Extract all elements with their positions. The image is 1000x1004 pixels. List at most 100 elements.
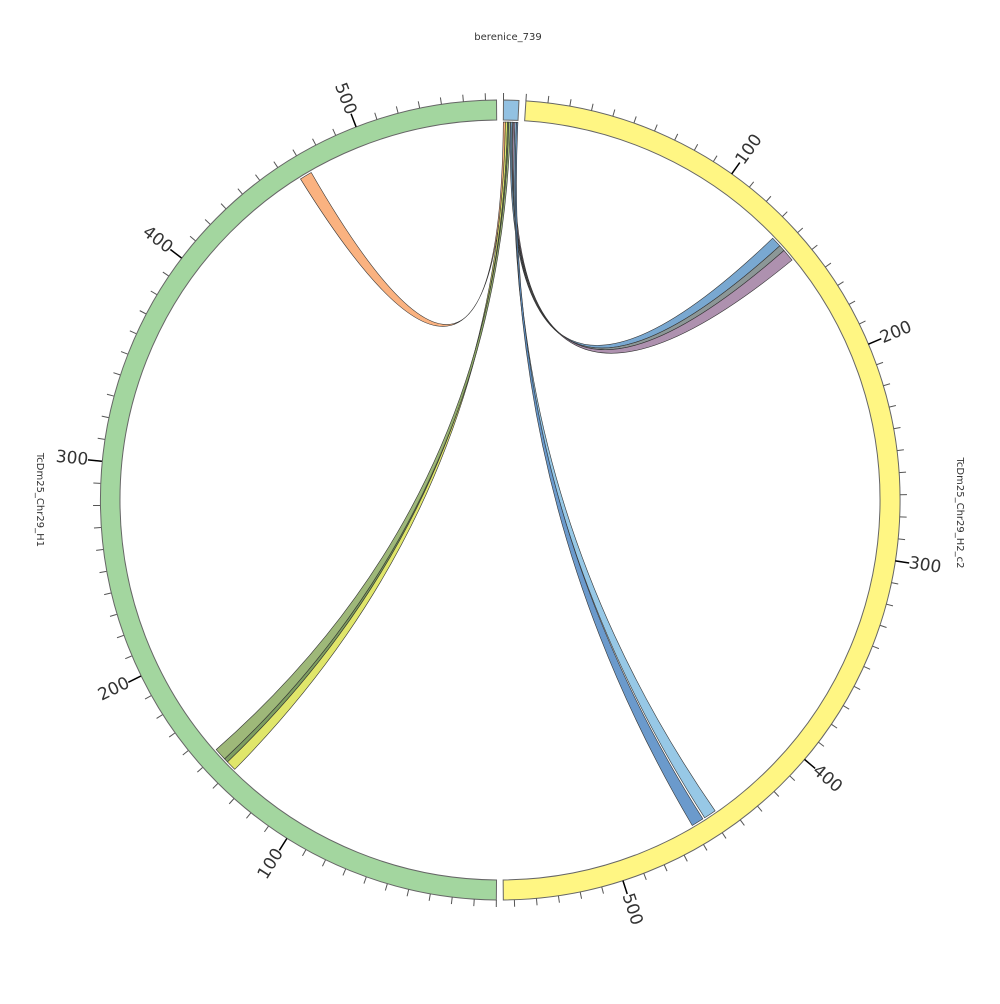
minor-tick <box>418 101 419 108</box>
minor-tick <box>130 331 136 334</box>
chord <box>227 122 507 769</box>
minor-tick <box>429 894 430 901</box>
minor-tick <box>190 236 195 241</box>
minor-tick <box>107 394 114 396</box>
major-tick <box>732 163 740 174</box>
minor-tick <box>854 686 860 689</box>
minor-tick <box>151 291 157 295</box>
minor-tick <box>548 96 549 103</box>
minor-tick <box>864 666 870 669</box>
minor-tick <box>831 724 837 728</box>
chord <box>515 122 703 825</box>
major-tick <box>128 676 141 682</box>
minor-tick <box>880 625 887 627</box>
tick-label: 300 <box>55 447 89 470</box>
major-tick <box>623 881 627 894</box>
minor-tick <box>121 352 128 355</box>
minor-tick <box>197 767 202 772</box>
minor-tick <box>293 150 297 156</box>
tick-label: 400 <box>139 222 177 258</box>
minor-tick <box>818 742 824 746</box>
minor-tick <box>889 406 896 408</box>
tick-label: 200 <box>877 317 915 348</box>
segment-label: TcDm25_Chr29_H1 <box>34 452 45 547</box>
minor-tick <box>798 228 803 233</box>
chord <box>514 122 715 817</box>
major-tick <box>88 460 102 461</box>
minor-tick <box>894 428 901 429</box>
minor-tick <box>100 571 107 572</box>
minor-tick <box>859 321 865 324</box>
tick-label: 100 <box>254 845 288 883</box>
minor-tick <box>664 865 667 871</box>
minor-tick <box>169 733 175 737</box>
minor-tick <box>634 116 636 123</box>
minor-tick <box>313 139 316 145</box>
tick-label: 500 <box>330 80 360 117</box>
minor-tick <box>886 604 893 606</box>
minor-tick <box>125 656 131 659</box>
minor-tick <box>897 450 904 451</box>
minor-tick <box>843 706 849 710</box>
minor-tick <box>255 175 259 181</box>
minor-tick <box>102 416 109 417</box>
tick-label: 500 <box>618 891 647 928</box>
minor-tick <box>749 182 753 187</box>
minor-tick <box>117 635 124 637</box>
minor-tick <box>790 776 795 781</box>
minor-tick <box>221 204 226 209</box>
minor-tick <box>98 438 105 439</box>
minor-tick <box>740 820 744 826</box>
minor-tick <box>570 99 571 106</box>
minor-tick <box>722 833 726 839</box>
links <box>216 122 792 825</box>
minor-tick <box>205 219 210 224</box>
minor-tick <box>580 892 581 899</box>
minor-tick <box>145 696 151 699</box>
minor-tick <box>213 783 218 788</box>
minor-tick <box>183 751 188 755</box>
minor-tick <box>157 715 163 719</box>
minor-tick <box>883 384 890 386</box>
minor-tick <box>536 898 537 905</box>
minor-tick <box>463 95 464 102</box>
minor-tick <box>782 212 787 217</box>
segment-label: berenice_739 <box>474 32 541 43</box>
minor-tick <box>591 104 593 111</box>
minor-tick <box>407 889 409 896</box>
minor-tick <box>876 362 883 364</box>
minor-tick <box>96 550 103 551</box>
minor-tick <box>113 373 120 375</box>
minor-tick <box>104 593 111 595</box>
minor-tick <box>385 884 387 891</box>
minor-tick <box>140 311 146 314</box>
major-tick <box>805 759 816 768</box>
minor-tick <box>766 196 771 201</box>
minor-tick <box>264 826 268 832</box>
minor-tick <box>684 855 687 861</box>
segment-arc <box>503 100 519 120</box>
minor-tick <box>396 106 398 113</box>
minor-tick <box>333 129 336 135</box>
minor-tick <box>558 896 559 903</box>
minor-tick <box>163 272 169 276</box>
minor-tick <box>375 113 377 120</box>
major-tick <box>868 339 881 344</box>
tick-label: 400 <box>808 761 846 797</box>
minor-tick <box>675 134 678 140</box>
minor-tick <box>655 125 658 131</box>
minor-tick <box>246 813 250 818</box>
segment-label: TcDm25_Chr29_H2_c2 <box>954 457 965 569</box>
minor-tick <box>694 144 697 150</box>
minor-tick <box>774 791 779 796</box>
minor-tick <box>364 877 366 884</box>
minor-tick <box>812 245 817 249</box>
tick-label: 100 <box>732 130 767 168</box>
minor-tick <box>322 860 325 866</box>
major-tick <box>351 114 356 127</box>
minor-tick <box>110 614 117 616</box>
major-tick <box>895 561 909 563</box>
minor-tick <box>229 799 234 804</box>
segment-arc <box>100 100 496 900</box>
